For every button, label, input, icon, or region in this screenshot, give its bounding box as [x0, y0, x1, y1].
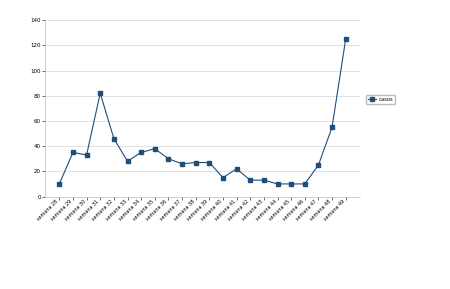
casos [302, 182, 307, 186]
casos [125, 160, 130, 163]
casos [193, 161, 198, 164]
casos [57, 182, 62, 186]
casos [248, 178, 253, 182]
casos [70, 151, 76, 154]
casos [152, 147, 158, 150]
casos [275, 182, 280, 186]
casos [180, 162, 185, 166]
Line: casos: casos [58, 37, 347, 186]
casos [98, 92, 103, 95]
casos [343, 37, 348, 41]
casos [166, 157, 171, 160]
casos [316, 163, 321, 167]
casos [234, 167, 239, 171]
casos [220, 176, 225, 179]
Legend: casos: casos [366, 95, 395, 104]
casos [329, 125, 335, 129]
casos [139, 151, 144, 154]
casos [84, 153, 89, 157]
casos [261, 178, 266, 182]
casos [207, 161, 212, 164]
casos [111, 137, 117, 140]
casos [288, 182, 294, 186]
